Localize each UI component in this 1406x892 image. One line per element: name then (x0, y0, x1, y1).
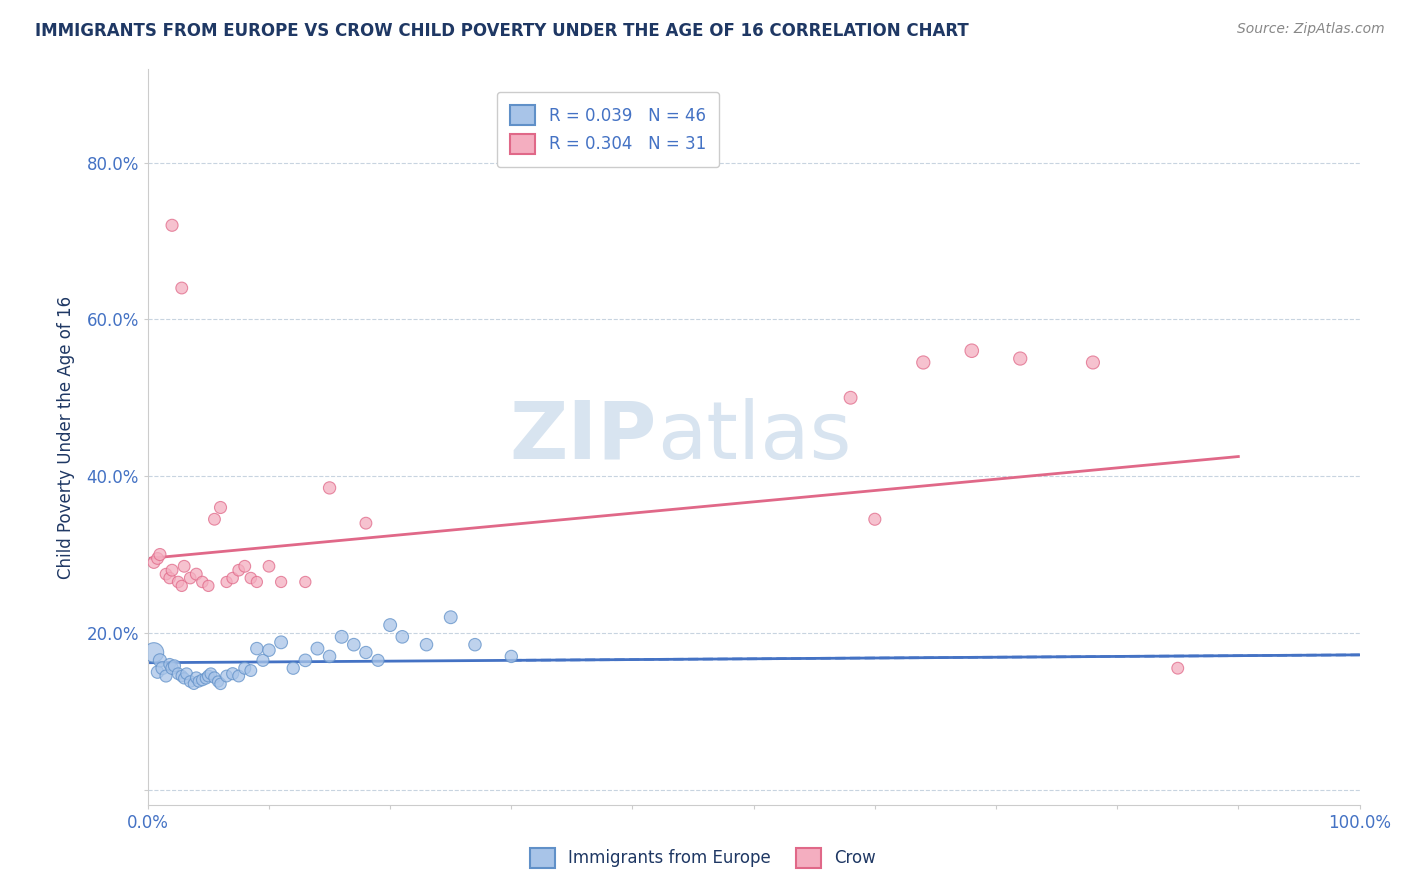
Point (270, 635, 292, 649)
Point (173, 672, 195, 686)
Point (233, 661, 256, 675)
Point (233, 559, 256, 574)
Point (142, 646, 165, 660)
Point (170, 669, 193, 683)
Point (839, 391, 862, 405)
Point (246, 641, 269, 656)
Legend: R = 0.039   N = 46, R = 0.304   N = 31: R = 0.039 N = 46, R = 0.304 N = 31 (498, 92, 720, 168)
Point (163, 658, 186, 673)
Point (501, 649, 523, 664)
Point (270, 574, 292, 589)
Point (170, 281, 193, 295)
Point (343, 638, 366, 652)
Point (415, 638, 437, 652)
Point (160, 219, 183, 233)
Point (378, 618, 401, 632)
Point (197, 669, 219, 683)
Point (318, 649, 340, 664)
Point (155, 669, 177, 683)
Point (1010, 351, 1032, 366)
Point (159, 571, 181, 585)
Point (294, 653, 316, 667)
Point (173, 559, 195, 574)
Point (960, 343, 983, 358)
Point (228, 669, 250, 683)
Text: IMMIGRANTS FROM EUROPE VS CROW CHILD POVERTY UNDER THE AGE OF 16 CORRELATION CHA: IMMIGRANTS FROM EUROPE VS CROW CHILD POV… (35, 22, 969, 40)
Point (187, 674, 209, 689)
Point (204, 512, 226, 526)
Point (179, 674, 201, 689)
Point (159, 657, 181, 672)
Point (183, 677, 205, 691)
Point (863, 512, 886, 526)
Point (246, 574, 269, 589)
Point (1167, 661, 1189, 675)
Point (391, 630, 413, 644)
Point (142, 555, 165, 569)
Point (307, 641, 329, 656)
Point (257, 643, 280, 657)
Point (209, 677, 232, 691)
Point (239, 664, 262, 678)
Point (186, 567, 208, 582)
Point (440, 610, 463, 624)
Text: Source: ZipAtlas.com: Source: ZipAtlas.com (1237, 22, 1385, 37)
Point (464, 638, 486, 652)
Point (215, 574, 238, 589)
Text: atlas: atlas (657, 398, 851, 476)
Point (195, 672, 218, 686)
Point (1081, 355, 1104, 369)
Point (294, 574, 316, 589)
Point (160, 661, 183, 675)
Point (354, 646, 377, 660)
Point (179, 571, 201, 585)
Point (252, 653, 274, 667)
Point (167, 574, 190, 589)
Point (207, 674, 229, 689)
Point (221, 571, 243, 585)
Point (330, 630, 353, 644)
Point (318, 481, 340, 495)
Point (191, 673, 214, 687)
Point (221, 666, 243, 681)
Point (354, 516, 377, 531)
Point (167, 666, 190, 681)
Point (149, 548, 172, 562)
Text: ZIP: ZIP (509, 398, 657, 476)
Point (160, 563, 183, 577)
Point (146, 665, 169, 679)
Point (197, 579, 219, 593)
Point (170, 579, 193, 593)
Point (257, 559, 280, 574)
Point (146, 551, 169, 566)
Y-axis label: Child Poverty Under the Age of 16: Child Poverty Under the Age of 16 (58, 295, 75, 579)
Point (912, 355, 935, 369)
Point (186, 671, 208, 685)
Legend: Immigrants from Europe, Crow: Immigrants from Europe, Crow (523, 841, 883, 875)
Point (176, 666, 198, 681)
Point (204, 671, 226, 685)
Point (149, 653, 172, 667)
Point (155, 567, 177, 582)
Point (239, 571, 262, 585)
Point (191, 574, 214, 589)
Point (150, 661, 173, 675)
Point (200, 666, 222, 681)
Point (215, 669, 238, 683)
Point (209, 500, 232, 515)
Point (367, 653, 389, 667)
Point (283, 661, 305, 675)
Point (228, 563, 250, 577)
